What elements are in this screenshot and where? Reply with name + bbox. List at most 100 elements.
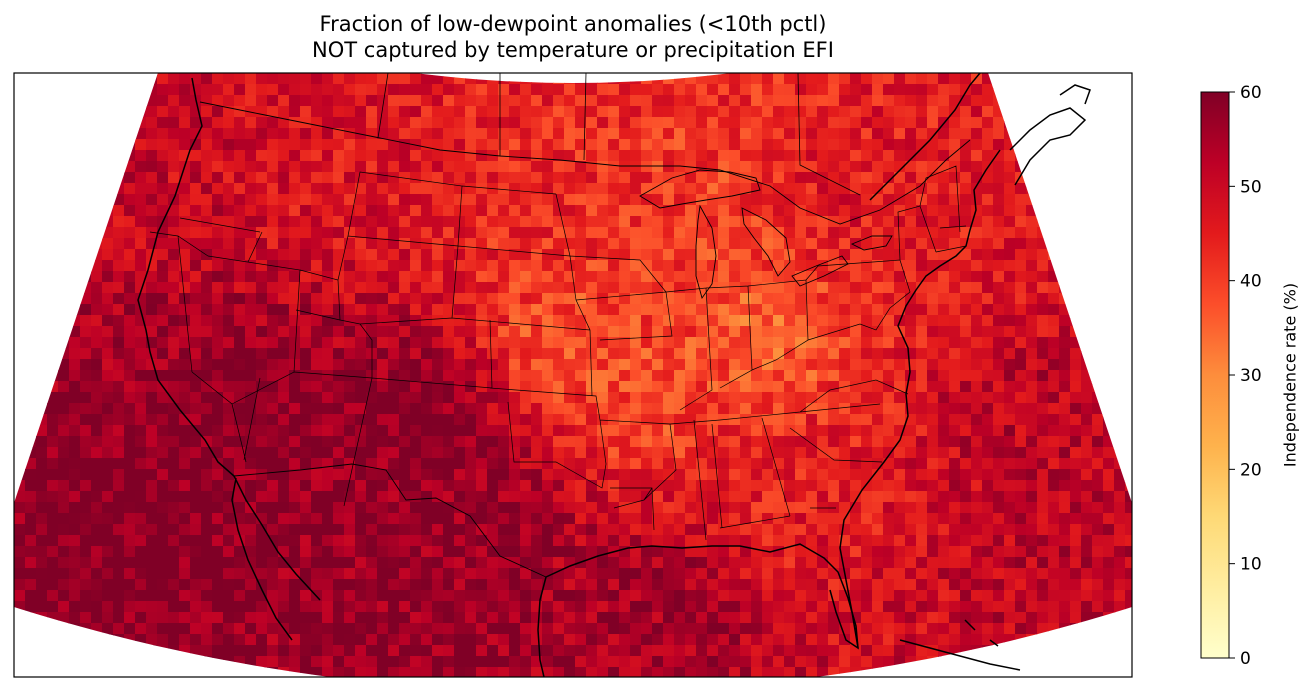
- heatmap-cell: [443, 95, 455, 107]
- heatmap-cell: [894, 359, 906, 371]
- heatmap-cell: [773, 458, 785, 470]
- heatmap-cell: [1004, 403, 1016, 415]
- heatmap-cell: [1048, 535, 1060, 547]
- heatmap-cell: [113, 271, 125, 283]
- heatmap-cell: [784, 161, 796, 173]
- heatmap-cell: [850, 216, 862, 228]
- heatmap-cell: [498, 106, 510, 118]
- heatmap-cell: [443, 348, 455, 360]
- heatmap-cell: [388, 557, 400, 569]
- heatmap-cell: [355, 436, 367, 448]
- heatmap-cell: [14, 304, 26, 316]
- heatmap-cell: [1114, 513, 1126, 525]
- heatmap-cell: [630, 117, 642, 129]
- heatmap-cell: [135, 84, 147, 96]
- heatmap-cell: [905, 183, 917, 195]
- heatmap-cell: [608, 469, 620, 481]
- heatmap-cell: [333, 205, 345, 217]
- heatmap-cell: [102, 524, 114, 536]
- heatmap-cell: [971, 447, 983, 459]
- heatmap-cell: [223, 73, 235, 85]
- heatmap-cell: [267, 106, 279, 118]
- heatmap-cell: [344, 326, 356, 338]
- heatmap-cell: [949, 172, 961, 184]
- heatmap-cell: [289, 568, 301, 580]
- heatmap-cell: [938, 381, 950, 393]
- heatmap-cell: [861, 568, 873, 580]
- heatmap-cell: [850, 304, 862, 316]
- heatmap-cell: [652, 458, 664, 470]
- heatmap-cell: [751, 128, 763, 140]
- heatmap-cell: [927, 414, 939, 426]
- heatmap-cell: [14, 414, 26, 426]
- heatmap-cell: [366, 557, 378, 569]
- heatmap-cell: [641, 106, 653, 118]
- heatmap-cell: [872, 359, 884, 371]
- heatmap-cell: [685, 601, 697, 613]
- heatmap-cell: [641, 469, 653, 481]
- heatmap-cell: [124, 524, 136, 536]
- heatmap-cell: [1015, 469, 1027, 481]
- heatmap-cell: [817, 106, 829, 118]
- heatmap-cell: [212, 370, 224, 382]
- heatmap-cell: [256, 359, 268, 371]
- heatmap-cell: [531, 249, 543, 261]
- heatmap-cell: [300, 381, 312, 393]
- heatmap-cell: [377, 513, 389, 525]
- heatmap-cell: [168, 73, 180, 85]
- heatmap-cell: [454, 117, 466, 129]
- heatmap-cell: [432, 161, 444, 173]
- heatmap-cell: [168, 579, 180, 591]
- heatmap-cell: [135, 370, 147, 382]
- heatmap-cell: [1048, 73, 1060, 85]
- heatmap-cell: [69, 535, 81, 547]
- heatmap-cell: [872, 403, 884, 415]
- heatmap-cell: [806, 403, 818, 415]
- heatmap-cell: [25, 568, 37, 580]
- heatmap-cell: [135, 447, 147, 459]
- heatmap-cell: [487, 436, 499, 448]
- heatmap-cell: [1092, 128, 1104, 140]
- heatmap-cell: [278, 161, 290, 173]
- heatmap-cell: [157, 194, 169, 206]
- heatmap-cell: [674, 172, 686, 184]
- heatmap-cell: [80, 293, 92, 305]
- heatmap-cell: [1015, 425, 1027, 437]
- heatmap-cell: [399, 535, 411, 547]
- heatmap-cell: [1059, 381, 1071, 393]
- heatmap-cell: [894, 370, 906, 382]
- heatmap-cell: [1015, 216, 1027, 228]
- heatmap-cell: [531, 260, 543, 272]
- heatmap-cell: [1081, 315, 1093, 327]
- heatmap-cell: [993, 403, 1005, 415]
- heatmap-cell: [674, 436, 686, 448]
- heatmap-cell: [608, 227, 620, 239]
- heatmap-cell: [685, 381, 697, 393]
- heatmap-cell: [1059, 557, 1071, 569]
- heatmap-cell: [190, 326, 202, 338]
- heatmap-cell: [586, 546, 598, 558]
- heatmap-cell: [25, 469, 37, 481]
- heatmap-cell: [993, 326, 1005, 338]
- heatmap-cell: [696, 117, 708, 129]
- heatmap-cell: [278, 95, 290, 107]
- heatmap-cell: [113, 139, 125, 151]
- heatmap-cell: [1026, 172, 1038, 184]
- heatmap-cell: [784, 106, 796, 118]
- heatmap-cell: [729, 491, 741, 503]
- heatmap-cell: [586, 447, 598, 459]
- heatmap-cell: [1070, 524, 1082, 536]
- heatmap-cell: [245, 84, 257, 96]
- heatmap-cell: [707, 535, 719, 547]
- heatmap-cell: [135, 260, 147, 272]
- heatmap-cell: [729, 337, 741, 349]
- heatmap-cell: [201, 238, 213, 250]
- heatmap-cell: [1015, 524, 1027, 536]
- heatmap-cell: [927, 480, 939, 492]
- heatmap-cell: [432, 183, 444, 195]
- heatmap-cell: [102, 381, 114, 393]
- heatmap-cell: [344, 304, 356, 316]
- heatmap-cell: [597, 579, 609, 591]
- heatmap-cell: [256, 84, 268, 96]
- heatmap-cell: [91, 381, 103, 393]
